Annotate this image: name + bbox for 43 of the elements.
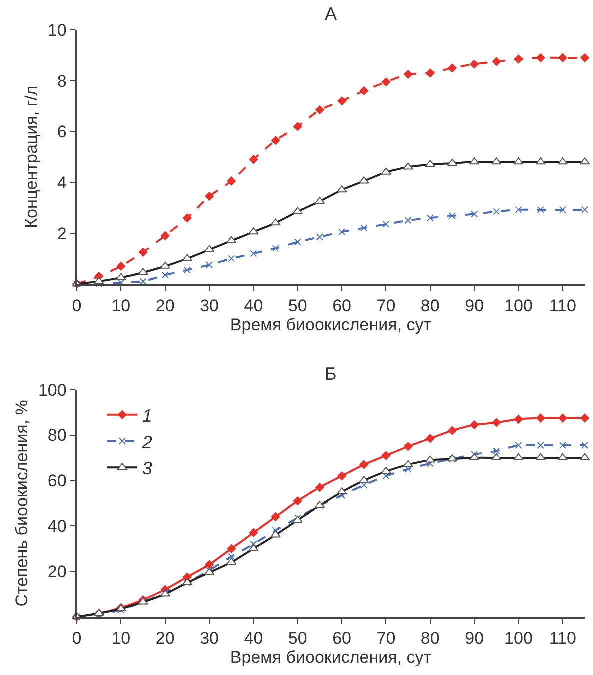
x-tick-label: 20 [156,629,175,648]
y-tick-label: 80 [48,426,67,446]
x-tick-label: 90 [465,296,484,316]
y-tick-label: 10 [48,20,67,40]
x-tick-label: 20 [156,296,175,316]
x-axis-title: Время биоокисления, сут [230,648,432,668]
legend-label: 3 [142,458,152,479]
y-tick-label: 8 [57,72,67,91]
legend-label: 2 [141,432,152,452]
x-tick-label: 10 [112,296,131,316]
x-tick-label: 70 [376,629,396,648]
x-tick-label: 40 [244,296,264,316]
x-tick-label: 40 [244,629,264,648]
x-tick-label: 100 [504,296,533,316]
chart-title: А [325,4,338,24]
x-tick-label: 70 [376,296,396,316]
y-tick-label: 6 [57,122,67,142]
x-tick-label: 60 [332,629,352,648]
y-axis-title: Концентрация, г/л [22,86,41,228]
x-tick-label: 80 [420,296,440,316]
x-tick-label: 110 [549,629,576,648]
x-tick-label: 110 [549,296,576,316]
x-tick-label: 0 [72,629,82,648]
y-tick-label: 2 [57,224,67,244]
legend-label: 1 [142,406,152,426]
y-tick-label: 40 [48,517,67,536]
y-tick-label: 4 [57,173,67,192]
y-tick-label: 60 [48,472,67,491]
x-tick-label: 30 [200,629,219,648]
x-tick-label: 50 [288,629,308,648]
y-axis-title: Степень биоокисления, % [12,400,32,607]
x-tick-label: 90 [465,629,484,648]
y-tick-label: 100 [38,380,67,400]
y-tick-label: 20 [48,562,67,582]
x-tick-label: 30 [200,296,219,316]
x-tick-label: 80 [420,629,440,648]
x-tick-label: 50 [288,296,308,316]
x-tick-label: 10 [112,629,131,648]
x-tick-label: 60 [332,296,352,316]
x-axis-title: Время биоокисления, сут [230,315,432,334]
x-tick-label: 100 [504,629,533,648]
chart-title: Б [325,364,337,384]
x-tick-label: 0 [72,296,82,316]
